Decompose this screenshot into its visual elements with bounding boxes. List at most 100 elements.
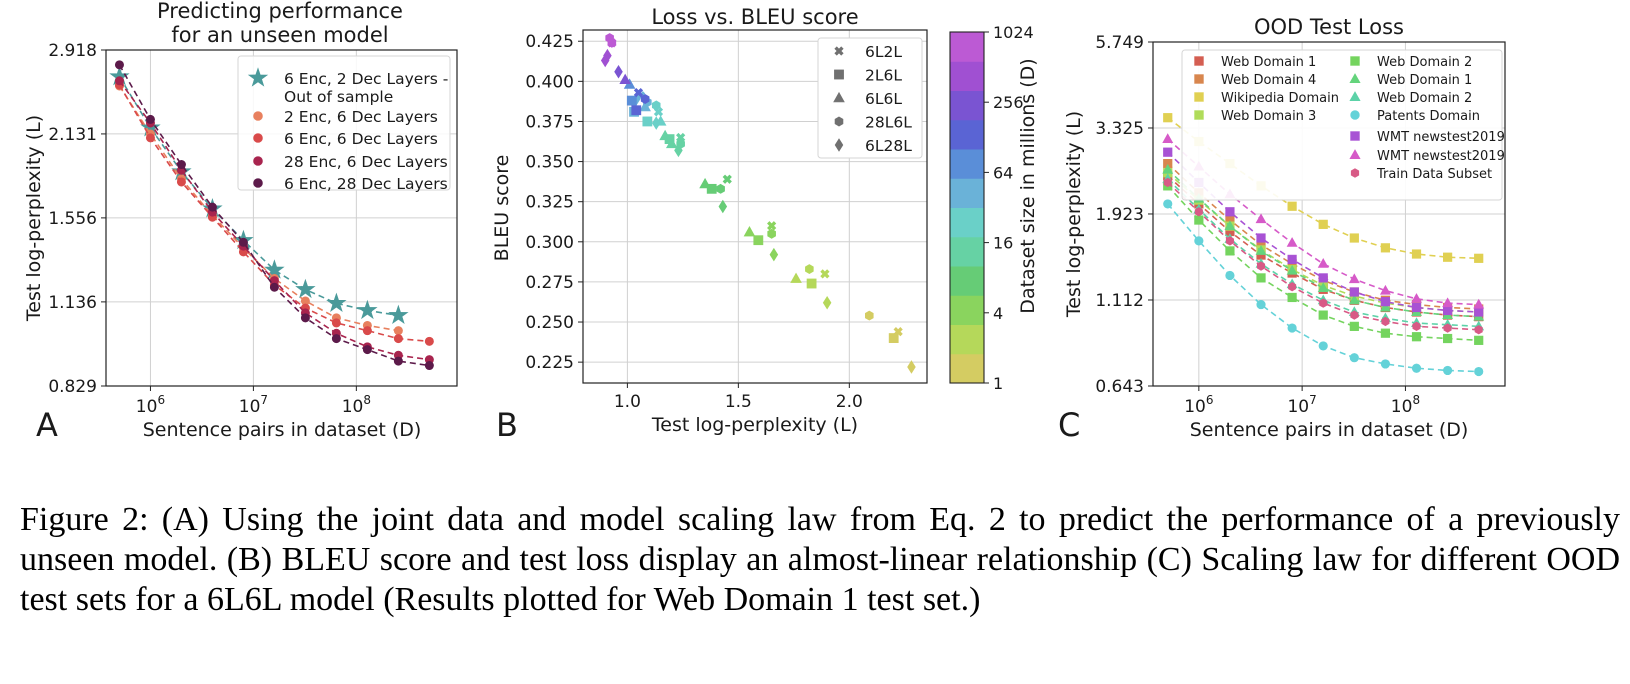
legend-marker	[1349, 91, 1361, 102]
data-point	[1318, 219, 1328, 229]
y-tick-label: 2.918	[48, 41, 97, 61]
legend-entry: WMT newstest2019	[1349, 149, 1505, 164]
data-point	[654, 115, 667, 126]
data-point	[331, 318, 341, 328]
series-line	[118, 85, 399, 332]
data-point	[331, 334, 341, 344]
legend-marker	[1194, 74, 1204, 84]
legend-marker	[834, 116, 844, 127]
data-point	[1255, 213, 1267, 224]
legend-label: Web Domain 2	[1377, 91, 1472, 106]
y-tick-label: 5.749	[1095, 33, 1144, 53]
data-point	[176, 160, 186, 170]
legend-entry: Patents Domain	[1350, 109, 1480, 124]
legend-marker	[247, 67, 269, 87]
y-tick-label: 0.375	[525, 112, 574, 132]
y-tick-label: 0.425	[525, 32, 574, 52]
x-tick-label: 2.0	[836, 392, 863, 412]
legend-entry: Train Data Subset	[1350, 167, 1492, 182]
data-point	[1474, 253, 1484, 263]
legend-entry: 6L6L	[833, 90, 902, 108]
y-tick-label: 2.131	[48, 125, 97, 145]
legend-marker	[1194, 92, 1204, 102]
data-point	[1194, 207, 1203, 217]
data-point	[1225, 246, 1235, 256]
plot-frame	[105, 49, 458, 387]
legend-entry: Wikipedia Domain	[1194, 91, 1339, 106]
colorbar-label: Dataset size in millions (D)	[1017, 58, 1039, 313]
data-point	[633, 87, 644, 98]
chart-panel-a: 106 107 108 2.918 2.131 1.556 1.136 0.829 Predic…	[23, 0, 458, 444]
data-point	[1349, 233, 1359, 243]
chart-panel-c: 106 107 108 5.749 3.325 1.923 1.112 0.643 OOD Te…	[1058, 15, 1506, 444]
legend-entry: Web Domain 1	[1194, 55, 1316, 70]
legend-entry: Web Domain 2	[1349, 91, 1472, 106]
colorbar-segment	[950, 178, 984, 208]
data-point	[888, 333, 899, 343]
series-line	[1167, 169, 1479, 318]
data-point	[1194, 236, 1204, 246]
data-point	[424, 361, 434, 371]
legend-marker	[1349, 73, 1361, 84]
legend-marker	[834, 46, 844, 56]
legend-marker	[253, 156, 263, 166]
plot-frame	[582, 29, 928, 384]
data-point	[207, 202, 217, 212]
y-axis-label: Test log-perplexity (L)	[23, 115, 45, 322]
data-point	[1380, 328, 1391, 338]
legend-label: Patents Domain	[1377, 109, 1480, 124]
colorbar-segment	[950, 295, 984, 325]
data-point	[631, 105, 642, 116]
legend-entry: 6 Enc, 28 Dec Layers	[253, 175, 448, 193]
data-point	[1349, 321, 1359, 331]
legend-label: Web Domain 4	[1221, 73, 1316, 88]
x-tick-label: 108	[342, 393, 371, 417]
data-point	[1474, 325, 1483, 335]
data-point	[114, 60, 124, 70]
data-point	[865, 310, 874, 321]
panel-letter: A	[36, 406, 58, 444]
data-point	[706, 183, 717, 194]
legend-entry: Web Domain 2	[1350, 55, 1472, 70]
data-point	[362, 326, 372, 336]
data-point	[145, 133, 155, 143]
data-point	[1194, 215, 1204, 225]
legend-label: 6 Enc, 2 Dec Layers -	[284, 70, 448, 88]
legend-label: 2L6L	[865, 67, 902, 85]
data-point	[1255, 245, 1267, 255]
x-tick-label: 107	[239, 393, 268, 417]
data-point	[790, 272, 802, 283]
data-point	[659, 129, 671, 141]
legend-label: 6 Enc, 6 Dec Layers	[284, 130, 438, 148]
legend-box	[237, 55, 451, 191]
data-point	[295, 278, 316, 299]
data-point	[676, 132, 686, 143]
legend-entry: Web Domain 3	[1194, 109, 1316, 124]
data-point	[393, 326, 403, 336]
legend-label: 28 Enc, 6 Dec Layers	[284, 153, 448, 171]
data-point	[639, 100, 651, 112]
x-tick-label: 106	[1184, 393, 1213, 417]
y-tick-label: 1.112	[1095, 291, 1144, 311]
panel-letter: B	[496, 406, 518, 444]
data-point	[269, 282, 279, 292]
colorbar-tick-label: 16	[993, 234, 1013, 253]
colorbar-frame	[949, 31, 985, 384]
legend-marker	[1350, 131, 1360, 141]
data-point	[1225, 207, 1235, 217]
colorbar-segment	[950, 266, 984, 296]
y-tick-label: 1.556	[48, 209, 97, 229]
colorbar-tick-label: 64	[993, 163, 1013, 182]
data-point	[1381, 316, 1390, 327]
data-point	[1162, 163, 1174, 174]
legend-entry: 6L28L	[834, 137, 912, 155]
data-point	[264, 259, 285, 279]
data-point	[1256, 273, 1266, 283]
legend-label: Out of sample	[284, 88, 393, 106]
legend-label: Web Domain 1	[1221, 55, 1316, 70]
legend-entry: 6 Enc, 2 Dec Layers -Out of sample	[247, 67, 448, 106]
data-point	[1318, 341, 1328, 351]
y-tick-label: 1.136	[48, 293, 97, 313]
legend-label: Web Domain 1	[1377, 73, 1472, 88]
legend-marker	[1194, 110, 1204, 120]
